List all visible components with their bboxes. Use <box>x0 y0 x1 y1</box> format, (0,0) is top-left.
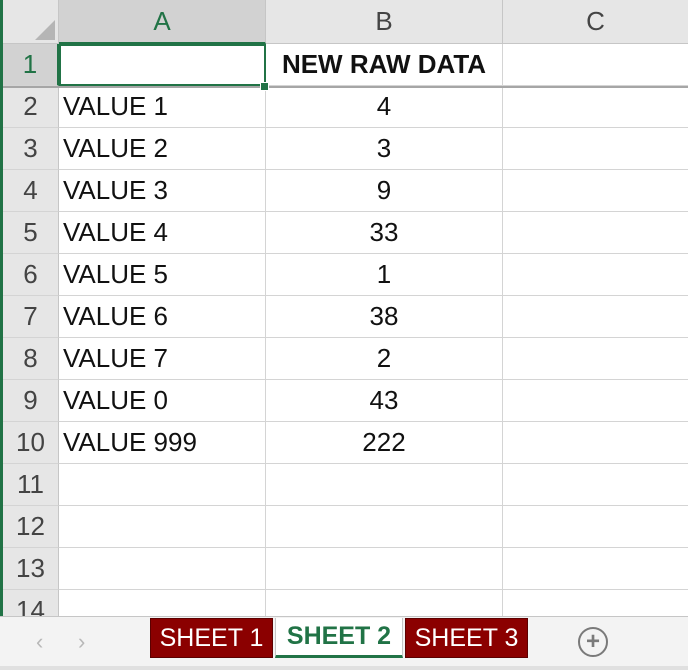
cell-col-c[interactable] <box>503 338 688 380</box>
cell-col-c[interactable] <box>503 86 688 128</box>
cell-col-c[interactable] <box>503 254 688 296</box>
cell-col-c[interactable] <box>503 380 688 422</box>
cell-col-c[interactable] <box>503 170 688 212</box>
cell-col-c[interactable] <box>503 506 688 548</box>
cell-col-a[interactable]: VALUE 7 <box>59 338 266 380</box>
add-sheet-button[interactable]: + <box>578 627 608 657</box>
window-edge <box>0 0 3 616</box>
fill-handle[interactable] <box>260 82 269 91</box>
select-all-triangle-icon <box>35 20 55 40</box>
tab-scroll-next-icon[interactable]: › <box>78 629 86 654</box>
row-header[interactable]: 12 <box>3 506 59 548</box>
row-header[interactable]: 6 <box>3 254 59 296</box>
cell-col-b[interactable] <box>266 548 503 590</box>
cell-col-b[interactable]: 38 <box>266 296 503 338</box>
cell-col-b[interactable]: 222 <box>266 422 503 464</box>
tab-sheet-2[interactable]: SHEET 2 <box>275 618 403 658</box>
row-header[interactable]: 2 <box>3 86 59 128</box>
cell-col-a[interactable] <box>59 548 266 590</box>
cell-a1-selected[interactable] <box>59 44 266 86</box>
cell-col-b[interactable]: 33 <box>266 212 503 254</box>
tab-scroll-prev-icon[interactable]: ‹ <box>36 629 44 654</box>
row-header[interactable]: 13 <box>3 548 59 590</box>
status-bar-edge <box>0 666 688 670</box>
row-header[interactable]: 7 <box>3 296 59 338</box>
column-header-a[interactable]: A <box>59 0 266 44</box>
cell-col-b[interactable]: 1 <box>266 254 503 296</box>
row-header[interactable]: 4 <box>3 170 59 212</box>
row-header[interactable]: 9 <box>3 380 59 422</box>
column-header-c[interactable]: C <box>503 0 688 44</box>
cell-col-b[interactable] <box>266 590 503 616</box>
cell-col-a[interactable]: VALUE 5 <box>59 254 266 296</box>
cell-col-c[interactable] <box>503 548 688 590</box>
row-header[interactable]: 5 <box>3 212 59 254</box>
row-header[interactable]: 10 <box>3 422 59 464</box>
cell-col-c[interactable] <box>503 296 688 338</box>
column-header-b[interactable]: B <box>266 0 503 44</box>
cell-col-a[interactable]: VALUE 999 <box>59 422 266 464</box>
cell-col-b[interactable] <box>266 464 503 506</box>
cell-col-a[interactable] <box>59 506 266 548</box>
cell-col-c[interactable] <box>503 212 688 254</box>
select-all-corner[interactable] <box>3 0 59 44</box>
spreadsheet-grid: A B C 1 NEW RAW DATA 2 VALUE 1 4 3 VALUE 2 3 4 VA… <box>3 0 688 616</box>
cell-col-a[interactable] <box>59 590 266 616</box>
cell-col-b[interactable]: 3 <box>266 128 503 170</box>
row-header[interactable]: 3 <box>3 128 59 170</box>
row-header[interactable]: 11 <box>3 464 59 506</box>
cell-col-a[interactable]: VALUE 3 <box>59 170 266 212</box>
cell-col-a[interactable]: VALUE 1 <box>59 86 266 128</box>
cell-col-a[interactable]: VALUE 2 <box>59 128 266 170</box>
row-header[interactable]: 8 <box>3 338 59 380</box>
tab-sheet-1[interactable]: SHEET 1 <box>150 618 273 658</box>
plus-icon: + <box>585 628 600 655</box>
sheet-tab-bar: ‹ › SHEET 1 SHEET 2 SHEET 3 + <box>0 616 688 666</box>
row-header[interactable]: 14 <box>3 590 59 616</box>
cell-col-c[interactable] <box>503 590 688 616</box>
cell-col-a[interactable]: VALUE 0 <box>59 380 266 422</box>
cell-col-c[interactable] <box>503 128 688 170</box>
cell-col-a[interactable]: VALUE 6 <box>59 296 266 338</box>
row-header[interactable]: 1 <box>3 44 59 86</box>
cell-col-b[interactable]: 4 <box>266 86 503 128</box>
cell-col-c[interactable] <box>503 422 688 464</box>
cell-col-b[interactable] <box>266 506 503 548</box>
cell-col-c[interactable] <box>503 464 688 506</box>
frozen-pane-divider <box>3 86 688 88</box>
cell-col-b[interactable]: 9 <box>266 170 503 212</box>
cell-col-a[interactable] <box>59 464 266 506</box>
cell-col-b[interactable]: 2 <box>266 338 503 380</box>
tab-sheet-3[interactable]: SHEET 3 <box>405 618 528 658</box>
cell-col-c[interactable] <box>503 44 688 86</box>
cell-col-a[interactable]: VALUE 4 <box>59 212 266 254</box>
header-cell-b1[interactable]: NEW RAW DATA <box>266 44 503 86</box>
cell-col-b[interactable]: 43 <box>266 380 503 422</box>
